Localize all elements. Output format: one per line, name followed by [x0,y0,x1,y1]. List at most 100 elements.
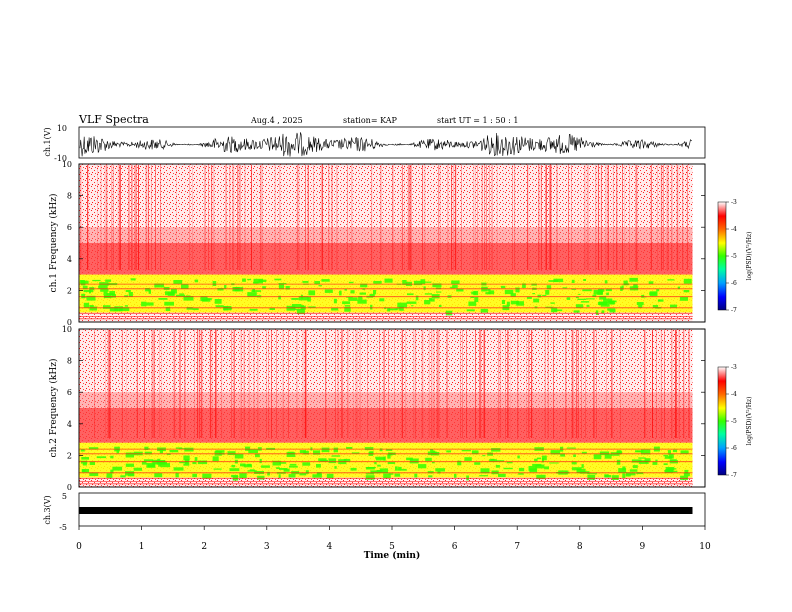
spectrogram-green-patch [344,288,347,291]
ytick-label: 8 [67,357,72,366]
spectrogram-green-patch [184,447,194,452]
spectrogram-green-patch [664,456,673,459]
spectrogram-green-patch [124,295,128,298]
spectrogram-green-patch [485,292,491,295]
spectrogram-green-patch [303,450,309,455]
spectrogram-green-patch [667,450,671,454]
xtick-label: 0 [76,542,82,552]
spectrogram-green-patch [604,280,608,284]
spectrogram-green-patch [648,281,654,285]
spectrogram-green-patch [395,466,398,471]
spectrogram-green-patch [470,296,475,298]
spectrogram-green-patch [154,283,164,288]
spectrogram-green-patch [359,292,366,295]
spectrogram-green-patch [253,278,263,284]
ch1-colorbar [717,201,727,311]
spectrogram-green-patch [212,456,219,462]
spectrogram-green-patch [506,301,510,306]
spectrogram-green-patch [215,305,224,308]
spectrogram-green-patch [581,464,584,468]
spectrogram-green-patch [105,279,112,282]
spectrogram-green-patch [586,304,590,307]
spectrogram-green-patch [124,305,128,307]
spectrogram-green-patch [616,459,621,465]
spectrogram-green-patch [635,450,644,453]
spectrogram-green-patch [518,473,524,475]
spectrogram-green-patch [109,307,118,312]
spectrogram-green-patch [328,458,337,464]
spectrogram-green-patch [418,464,427,469]
spectrogram-green-patch [192,308,199,311]
spectrogram-green-patch [665,467,675,471]
spectrogram-green-patch [668,453,674,459]
spectrogram-green-patch [279,462,287,464]
spectrogram-green-patch [582,289,592,292]
spectrogram-green-patch [542,294,547,296]
ch1-spectrogram-image [79,164,693,322]
spectrogram-green-patch [633,284,638,288]
spectrogram-green-patch [223,306,229,311]
spectrogram-green-patch [253,281,259,284]
spectrogram-green-patch [629,469,638,472]
ch3-waveform-ylabel: ch.3(V) [43,495,52,524]
spectrogram-green-patch [427,471,434,474]
spectrogram-green-patch [397,468,407,471]
spectrogram-green-patch [496,460,505,462]
spectrogram-green-patch [106,473,113,478]
spectrogram-green-patch [454,473,457,478]
spectrogram-green-patch [283,468,290,472]
spectrogram-green-patch [546,285,552,290]
spectrogram-green-patch [656,289,660,292]
spectrogram-green-patch [239,473,247,478]
spectrogram-green-patch [415,295,419,301]
spectrogram-red-band [79,243,693,275]
spectrogram-green-patch [373,281,382,284]
ytick-label: 2 [67,286,72,295]
spectrogram-green-patch [164,301,174,306]
spectrogram-green-patch [677,286,680,290]
spectrogram-green-patch [436,291,442,293]
xtick-label: 1 [139,542,145,552]
spectrogram-green-patch [621,285,624,290]
spectrogram-green-patch [605,288,612,292]
spectrogram-green-patch [81,293,86,299]
spectrogram-green-patch [679,296,688,301]
spectrogram-green-patch [278,283,287,285]
spectrogram-green-patch [578,293,581,295]
spectrogram-green-patch [144,451,152,455]
spectrogram-green-patch [407,293,414,296]
spectrogram-green-patch [318,285,322,287]
spectrogram-green-patch [488,290,495,295]
spectrogram-green-patch [432,283,442,288]
spectrogram-green-patch [175,294,185,297]
spectrogram-green-patch [409,458,419,464]
spectrogram-green-patch [533,298,540,303]
spectrogram-green-patch [480,468,490,474]
spectrogram-green-patch [116,448,119,454]
spectrogram-green-patch [370,304,373,310]
ytick-label: 4 [67,420,72,429]
spectrogram-green-patch [240,463,246,467]
spectrogram-green-patch [234,453,244,459]
spectrogram-green-patch [82,462,87,466]
spectrogram-green-patch [575,304,584,308]
spectrogram-green-patch [655,459,658,462]
spectrogram-green-patch [388,473,394,475]
spectrogram-green-patch [289,463,297,466]
spectrogram-green-patch [299,450,306,454]
spectrogram-green-patch [333,298,337,304]
spectrogram-green-patch [157,461,167,465]
spectrogram-green-patch [299,472,307,476]
spectrogram-green-patch [350,467,357,471]
spectrogram-green-patch [597,291,603,295]
spectrogram-green-patch [169,450,179,453]
spectrogram-green-patch [599,451,610,456]
spectrogram-green-patch [183,463,190,466]
spectrogram-green-patch [146,302,154,306]
ch2-colorbar-label: log(PSD)(V²/Hz) [746,397,753,446]
spectrogram-green-patch [595,310,599,315]
ytick-label: 8 [67,192,72,201]
colorbar-tick-label: -3 [731,364,737,371]
spectrogram-green-patch [431,294,440,299]
spectrogram-green-patch [603,298,613,303]
